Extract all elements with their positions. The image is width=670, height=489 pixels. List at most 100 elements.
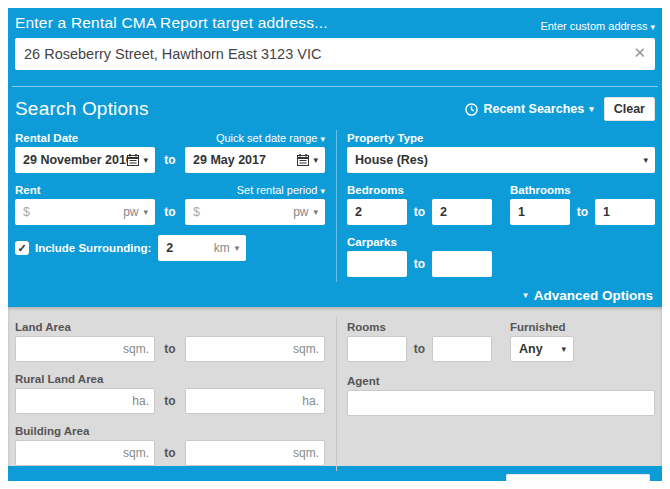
bedrooms-from-input[interactable]	[347, 199, 407, 225]
to-label: to	[155, 446, 185, 460]
rooms-from-input[interactable]	[347, 336, 407, 362]
caret-down-icon: ▾	[313, 208, 318, 217]
bathrooms-to-input[interactable]	[595, 199, 655, 225]
to-label: to	[155, 342, 185, 356]
land-area-to-field[interactable]: sqm.	[185, 336, 325, 362]
rent-from-input[interactable]	[15, 199, 123, 225]
building-area-from-input[interactable]	[16, 441, 123, 465]
caret-down-icon: ▾	[235, 244, 240, 253]
rural-land-area-from-field[interactable]: ha.	[15, 388, 155, 414]
to-label: to	[155, 394, 185, 408]
bedrooms-to-input[interactable]	[432, 199, 492, 225]
caret-down-icon: ▾	[320, 186, 325, 196]
calendar-icon	[297, 154, 309, 166]
rent-label: Rent	[15, 184, 41, 196]
recent-searches-dropdown[interactable]: Recent Searches ▾	[465, 102, 593, 116]
include-surrounding-label: Include Surrounding:	[35, 242, 151, 254]
carparks-to-input[interactable]	[432, 251, 492, 277]
start-cma-report-button[interactable]: Start CMA Report	[506, 474, 650, 481]
property-type-label: Property Type	[347, 132, 423, 144]
property-type-value: House (Res)	[347, 153, 643, 167]
land-area-from-input[interactable]	[16, 337, 123, 361]
surrounding-distance-input[interactable]	[158, 235, 213, 261]
bathrooms-label: Bathrooms	[510, 184, 571, 196]
page: Enter a Rental CMA Report target address…	[0, 0, 670, 489]
caret-down-icon: ▾	[589, 105, 594, 114]
advanced-options-section: Land Area sqm. to sqm. Rural Land Area	[8, 307, 662, 466]
search-options-section: Search Options Recent Searches ▾ Clear	[8, 87, 662, 284]
land-area-unit: sqm.	[123, 342, 154, 356]
to-label: to	[407, 342, 432, 356]
bedrooms-label: Bedrooms	[347, 184, 404, 196]
surrounding-unit-select[interactable]: km	[214, 241, 235, 255]
land-area-label: Land Area	[15, 321, 71, 333]
rental-date-from-value: 29 November 2016	[15, 153, 127, 167]
quick-set-date-range-link[interactable]: Quick set date range ▾	[216, 132, 325, 144]
rental-date-label: Rental Date	[15, 132, 78, 144]
caret-down-icon: ▾	[561, 345, 566, 354]
to-label: to	[155, 153, 185, 167]
rent-to-input[interactable]	[185, 199, 293, 225]
rooms-label: Rooms	[347, 321, 386, 333]
furnished-select[interactable]: Any ▾	[510, 336, 574, 362]
to-label: to	[407, 205, 432, 219]
address-input[interactable]	[15, 38, 655, 70]
agent-label: Agent	[347, 375, 380, 387]
rental-date-to-value: 29 May 2017	[185, 153, 297, 167]
close-icon[interactable]: ✕	[633, 44, 646, 62]
clear-button[interactable]: Clear	[604, 97, 655, 121]
rent-period-from-select[interactable]: pw	[123, 205, 143, 219]
search-options-title: Search Options	[15, 98, 149, 120]
land-area-unit: sqm.	[293, 342, 324, 356]
building-area-unit: sqm.	[123, 446, 154, 460]
include-surrounding-checkbox[interactable]: ✓	[15, 241, 29, 255]
rural-land-area-to-field[interactable]: ha.	[185, 388, 325, 414]
caret-down-icon: ▾	[650, 22, 655, 32]
surrounding-distance-field[interactable]: km ▾	[158, 235, 246, 261]
rent-period-to-select[interactable]: pw	[293, 205, 313, 219]
rent-from-field[interactable]: pw ▾	[15, 199, 155, 225]
rental-date-from-picker[interactable]: 29 November 2016 ▾	[15, 147, 155, 173]
page-title: Enter a Rental CMA Report target address…	[15, 14, 328, 32]
carparks-from-input[interactable]	[347, 251, 407, 277]
rural-land-area-to-input[interactable]	[186, 389, 302, 413]
rural-land-area-label: Rural Land Area	[15, 373, 103, 385]
furnished-label: Furnished	[510, 321, 566, 333]
building-area-unit: sqm.	[293, 446, 324, 460]
column-divider	[336, 317, 337, 471]
cma-search-panel: Enter a Rental CMA Report target address…	[8, 8, 662, 481]
set-rental-period-link[interactable]: Set rental period ▾	[237, 184, 325, 196]
calendar-icon	[127, 154, 139, 166]
furnished-value: Any	[511, 342, 561, 356]
address-section: Enter a Rental CMA Report target address…	[8, 8, 662, 86]
rural-land-area-from-input[interactable]	[16, 389, 132, 413]
column-divider	[336, 130, 337, 282]
enter-custom-address-link[interactable]: Enter custom address ▾	[540, 20, 655, 32]
caret-down-icon: ▾	[320, 134, 325, 144]
caret-down-icon: ▾	[143, 156, 148, 165]
clock-icon	[465, 103, 478, 116]
caret-down-icon: ▾	[643, 156, 648, 165]
to-label: to	[407, 257, 432, 271]
rural-land-area-unit: ha.	[302, 394, 324, 408]
to-label: to	[570, 205, 595, 219]
to-label: to	[155, 205, 185, 219]
rental-date-to-picker[interactable]: 29 May 2017 ▾	[185, 147, 325, 173]
bathrooms-from-input[interactable]	[510, 199, 570, 225]
property-type-select[interactable]: House (Res) ▾	[347, 147, 655, 173]
agent-input[interactable]	[347, 390, 655, 416]
building-area-to-field[interactable]: sqm.	[185, 440, 325, 466]
carparks-label: Carparks	[347, 236, 397, 248]
building-area-from-field[interactable]: sqm.	[15, 440, 155, 466]
land-area-to-input[interactable]	[186, 337, 293, 361]
building-area-to-input[interactable]	[186, 441, 293, 465]
caret-down-icon: ▾	[523, 291, 528, 300]
caret-down-icon: ▾	[313, 156, 318, 165]
advanced-options-toggle[interactable]: ▾ Advanced Options	[8, 284, 662, 307]
land-area-from-field[interactable]: sqm.	[15, 336, 155, 362]
rural-land-area-unit: ha.	[132, 394, 154, 408]
rent-to-field[interactable]: pw ▾	[185, 199, 325, 225]
caret-down-icon: ▾	[143, 208, 148, 217]
rooms-to-input[interactable]	[432, 336, 492, 362]
building-area-label: Building Area	[15, 425, 89, 437]
